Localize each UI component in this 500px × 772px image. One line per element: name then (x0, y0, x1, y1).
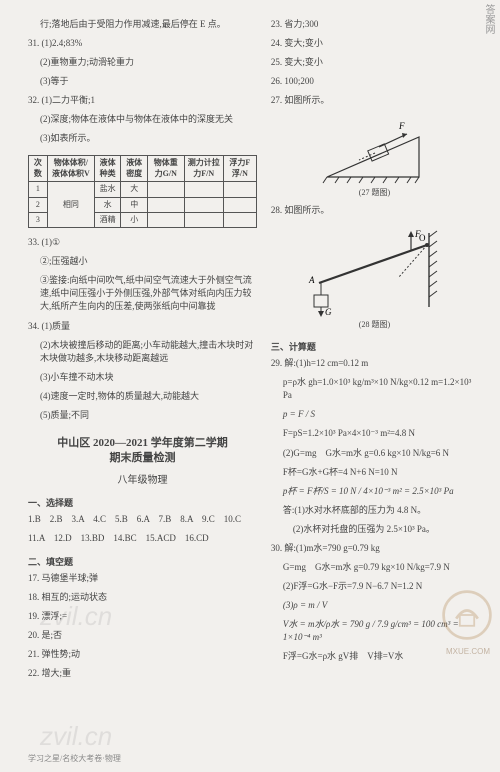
r27: 27. 如图所示。 (271, 94, 478, 107)
q34-4: (4)速度一定时,物体的质量越大,动能越大 (28, 390, 257, 403)
td: 水 (94, 197, 121, 212)
th: 物体体积/液体体积V (47, 156, 94, 182)
figure-27: F (319, 117, 429, 185)
section-calc: 三、计算题 (271, 340, 478, 353)
q30-2: G=mg G水=m水 g=0.79 kg×10 N/kg=7.9 N (271, 561, 478, 574)
th: 浮力F浮/N (223, 156, 256, 182)
q29-1: 29. 解:(1)h=12 cm=0.12 m (271, 357, 478, 370)
q30-1: 30. 解:(1)m水=790 g=0.79 kg (271, 542, 478, 555)
caption-28: (28 题图) (271, 319, 478, 330)
td: 中 (121, 197, 148, 212)
td (184, 212, 223, 227)
th: 物体重力G/N (147, 156, 184, 182)
f20: 20. 是;否 (28, 629, 257, 642)
F-label: F (398, 121, 405, 131)
td: 相同 (47, 182, 94, 228)
col-left: 行;落地后由于受阻力作用减速,最后停在 E 点。 31. (1)2.4;83% … (28, 18, 257, 686)
r25: 25. 变大;变小 (271, 56, 478, 69)
q34-2: (2)木块被撞后移动的距离;小车动能越大,撞击木块时对木块做功越多,木块移动距离… (28, 339, 257, 365)
text-line: 行;落地后由于受阻力作用减速,最后停在 E 点。 (28, 18, 257, 31)
q31-2: (2)重物重力;动滑轮重力 (28, 56, 257, 69)
table-header-row: 次数 物体体积/液体体积V 液体种类 液体密度 物体重力G/N 测力计拉力F/N… (29, 156, 257, 182)
r24: 24. 变大;变小 (271, 37, 478, 50)
td: 大 (121, 182, 148, 197)
q34-3: (3)小车撞不动木块 (28, 371, 257, 384)
G-label: G (325, 307, 332, 317)
q29-9: (2)水杯对托盘的压强为 2.5×10³ Pa。 (271, 523, 478, 536)
A-label: A (308, 275, 315, 285)
page: 行;落地后由于受阻力作用减速,最后停在 E 点。 31. (1)2.4;83% … (0, 0, 500, 698)
q31-1: 31. (1)2.4;83% (28, 37, 257, 50)
th: 测力计拉力F/N (184, 156, 223, 182)
incline-diagram-icon: F (319, 117, 429, 185)
page-footer: 学习之星/名校大考卷·物理 (28, 753, 121, 764)
q29-5: (2)G=mg G水=m水 g=0.6 kg×10 N/kg=6 N (271, 447, 478, 460)
r28: 28. 如图所示。 (271, 204, 478, 217)
f21: 21. 弹性势;动 (28, 648, 257, 661)
exam-subtitle: 八年级物理 (28, 471, 257, 486)
td: 1 (29, 182, 48, 197)
choice-line-1: 1.B 2.B 3.A 4.C 5.B 6.A 7.B 8.A 9.C 10.C (28, 513, 257, 526)
q31-3: (3)等于 (28, 75, 257, 88)
caption-27: (27 题图) (271, 187, 478, 198)
td: 盐水 (94, 182, 121, 197)
td (223, 182, 256, 197)
td (147, 212, 184, 227)
td (223, 197, 256, 212)
q29-8: 答:(1)水对水杯底部的压力为 4.8 N。 (271, 504, 478, 517)
q33-1: 33. (1)① (28, 236, 257, 249)
q29-6: F杯=G水+G杯=4 N+6 N=10 N (271, 466, 478, 479)
q29-3: p = F / S (271, 408, 478, 421)
corner-label: 答案网 (481, 4, 496, 34)
td (147, 197, 184, 212)
td: 3 (29, 212, 48, 227)
td: 小 (121, 212, 148, 227)
q32-3: (3)如表所示。 (28, 132, 257, 145)
q33-3: ③鉴接:向纸中间吹气,纸中间空气流速大于外侧空气流速,纸中间压强小于外侧压强,外… (28, 274, 257, 313)
F-label-28: F (414, 229, 421, 239)
td (184, 197, 223, 212)
r23: 23. 省力;300 (271, 18, 478, 31)
section-choice: 一、选择题 (28, 496, 257, 509)
lever-diagram-icon: O F A G (299, 227, 449, 317)
td: 酒精 (94, 212, 121, 227)
th: 液体密度 (121, 156, 148, 182)
td (184, 182, 223, 197)
exam-title-1: 中山区 2020—2021 学年度第二学期 (57, 437, 228, 449)
exam-title-2: 期末质量检测 (109, 452, 175, 464)
q32-1: 32. (1)二力平衡;1 (28, 94, 257, 107)
exam-title: 中山区 2020—2021 学年度第二学期 期末质量检测 (28, 436, 257, 467)
f17: 17. 马德堡半球;弹 (28, 572, 257, 585)
q34-1: 34. (1)质量 (28, 320, 257, 333)
f19: 19. 漂浮;= (28, 610, 257, 623)
th: 次数 (29, 156, 48, 182)
f22: 22. 增大;重 (28, 667, 257, 680)
q34-5: (5)质量;不同 (28, 409, 257, 422)
site-url: MXUE.COM (446, 647, 490, 656)
r26: 26. 100;200 (271, 75, 478, 88)
q29-7: p杯 = F杯/S = 10 N / 4×10⁻³ m² = 2.5×10³ P… (271, 485, 478, 498)
choice-line-2: 11.A 12.D 13.BD 14.BC 15.ACD 16.CD (28, 532, 257, 545)
q29-2: p=ρ水 gh=1.0×10³ kg/m³×10 N/kg×0.12 m=1.2… (271, 376, 478, 402)
q32-2: (2)深度;物体在液体中与物体在液体中的深度无关 (28, 113, 257, 126)
table-row: 1 相同 盐水 大 (29, 182, 257, 197)
td (147, 182, 184, 197)
th: 液体种类 (94, 156, 121, 182)
figure-28: O F A G (299, 227, 449, 317)
q33-2: ②;压强越小 (28, 255, 257, 268)
td (223, 212, 256, 227)
q29-4: F=pS=1.2×10³ Pa×4×10⁻³ m²=4.8 N (271, 427, 478, 440)
col-right: 23. 省力;300 24. 变大;变小 25. 变大;变小 26. 100;2… (271, 18, 478, 686)
site-logo-icon (440, 588, 494, 642)
data-table: 次数 物体体积/液体体积V 液体种类 液体密度 物体重力G/N 测力计拉力F/N… (28, 155, 257, 228)
td: 2 (29, 197, 48, 212)
watermark-2: zvil.cn (40, 721, 112, 752)
section-fill: 二、填空题 (28, 555, 257, 568)
f18: 18. 相互的;运动状态 (28, 591, 257, 604)
